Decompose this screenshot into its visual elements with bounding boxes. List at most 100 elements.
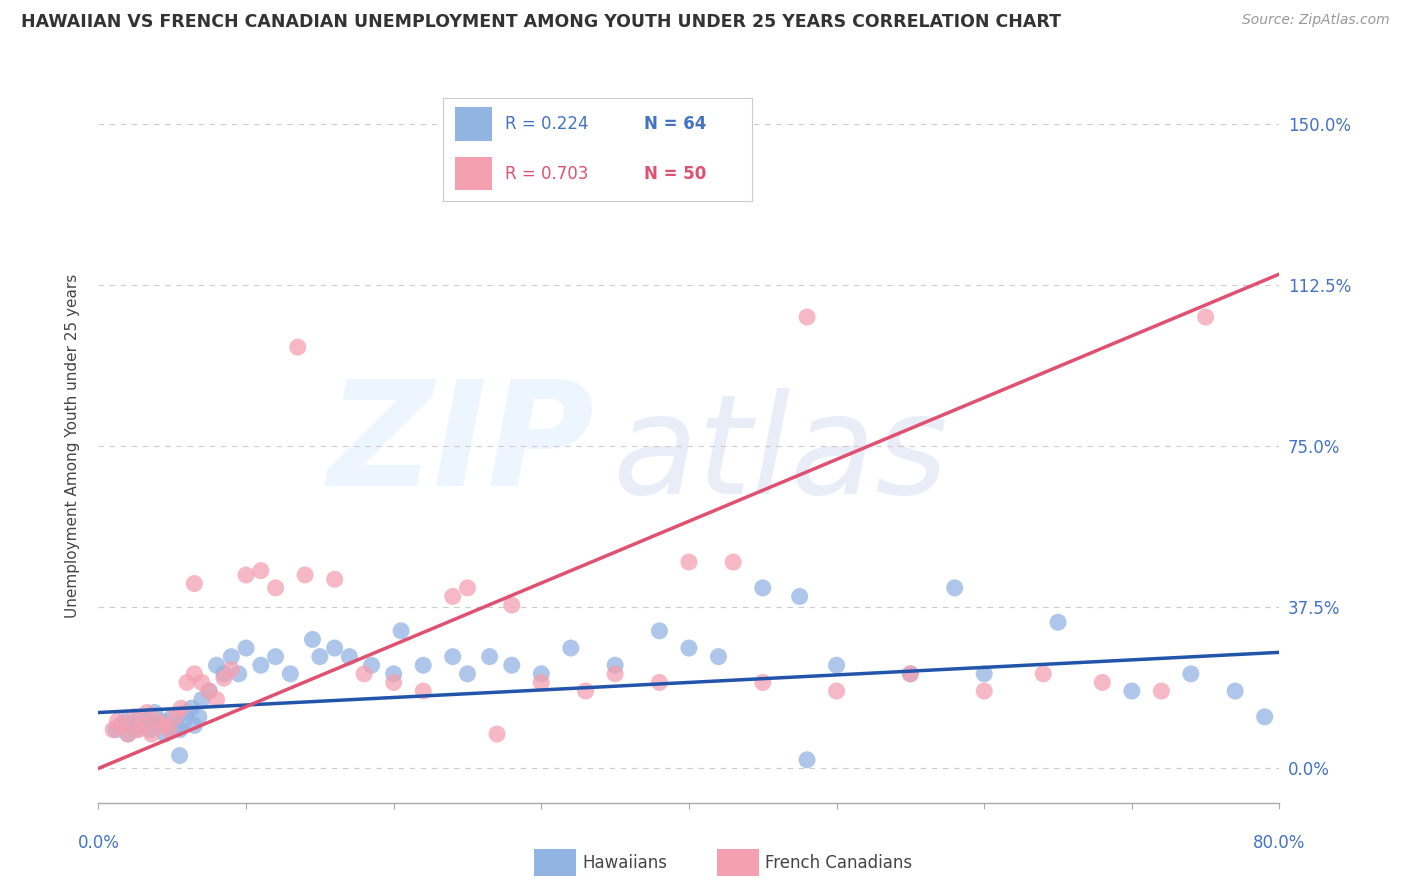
Text: ZIP: ZIP (328, 376, 595, 516)
Point (146, 714, 169, 728)
Point (309, 649, 332, 664)
Point (212, 666, 235, 681)
Point (789, 590, 811, 604)
Point (221, 663, 243, 677)
Point (456, 581, 478, 595)
Point (574, 684, 596, 698)
Point (605, 658, 627, 673)
Point (678, 641, 700, 656)
Point (530, 675, 553, 690)
Point (1091, 675, 1114, 690)
Point (382, 675, 405, 690)
Text: N = 64: N = 64 (644, 115, 706, 133)
Point (107, 714, 129, 728)
Text: 80.0%: 80.0% (1253, 834, 1306, 852)
Point (228, 666, 250, 681)
Point (294, 568, 316, 582)
Bar (456, 107, 492, 141)
Point (127, 723, 149, 737)
Point (707, 649, 730, 664)
Point (235, 641, 257, 656)
Bar (456, 157, 492, 190)
Point (287, 340, 309, 354)
Point (128, 710, 150, 724)
Point (560, 641, 582, 656)
Point (900, 666, 922, 681)
Point (605, 666, 627, 681)
Point (221, 649, 243, 664)
Point (323, 572, 346, 586)
Point (105, 723, 128, 737)
Point (723, 555, 745, 569)
Point (157, 723, 180, 737)
Text: N = 50: N = 50 (644, 164, 706, 183)
Point (1032, 666, 1054, 681)
Point (141, 727, 163, 741)
Text: Source: ZipAtlas.com: Source: ZipAtlas.com (1241, 13, 1389, 28)
Point (122, 710, 145, 724)
Point (1223, 684, 1246, 698)
Point (146, 718, 169, 732)
Point (117, 727, 139, 741)
Point (198, 684, 221, 698)
Text: HAWAIIAN VS FRENCH CANADIAN UNEMPLOYMENT AMONG YOUTH UNDER 25 YEARS CORRELATION : HAWAIIAN VS FRENCH CANADIAN UNEMPLOYMENT… (21, 13, 1062, 31)
Point (1150, 684, 1173, 698)
Point (114, 714, 136, 728)
Point (250, 658, 273, 673)
Point (173, 714, 195, 728)
Point (157, 723, 180, 737)
Text: French Canadians: French Canadians (765, 854, 912, 871)
Text: atlas: atlas (612, 388, 948, 523)
Point (1180, 666, 1202, 681)
Point (166, 718, 188, 732)
Point (183, 576, 205, 591)
Point (678, 555, 700, 569)
Text: Hawaiians: Hawaiians (582, 854, 666, 871)
Point (183, 666, 205, 681)
Point (478, 649, 501, 664)
Point (169, 748, 191, 763)
Point (648, 675, 671, 690)
Point (250, 564, 273, 578)
Point (301, 632, 323, 647)
Y-axis label: Unemployment Among Youth under 25 years: Unemployment Among Youth under 25 years (65, 274, 80, 618)
Point (120, 718, 142, 732)
Point (191, 675, 214, 690)
Point (382, 666, 405, 681)
Point (176, 675, 198, 690)
Point (132, 718, 155, 732)
Point (124, 723, 146, 737)
Point (441, 590, 464, 604)
Point (441, 649, 464, 664)
Point (973, 684, 995, 698)
Point (264, 649, 287, 664)
Point (339, 649, 360, 664)
Point (264, 581, 287, 595)
Point (117, 727, 139, 741)
Point (187, 710, 209, 724)
Point (235, 568, 257, 582)
Point (501, 658, 523, 673)
Point (212, 671, 235, 685)
Point (323, 641, 346, 656)
Point (412, 658, 434, 673)
Point (153, 727, 176, 741)
Point (205, 692, 228, 706)
Point (648, 624, 671, 638)
Point (132, 718, 155, 732)
Point (143, 706, 166, 720)
Point (103, 723, 125, 737)
Point (111, 718, 134, 732)
Point (110, 718, 132, 732)
Point (825, 684, 848, 698)
Point (1195, 310, 1218, 324)
Point (751, 581, 773, 595)
Point (360, 658, 382, 673)
Point (139, 723, 162, 737)
Point (389, 624, 412, 638)
Point (191, 692, 214, 706)
Point (751, 675, 773, 690)
Text: R = 0.224: R = 0.224 (505, 115, 588, 133)
Point (796, 310, 818, 324)
Point (152, 718, 174, 732)
